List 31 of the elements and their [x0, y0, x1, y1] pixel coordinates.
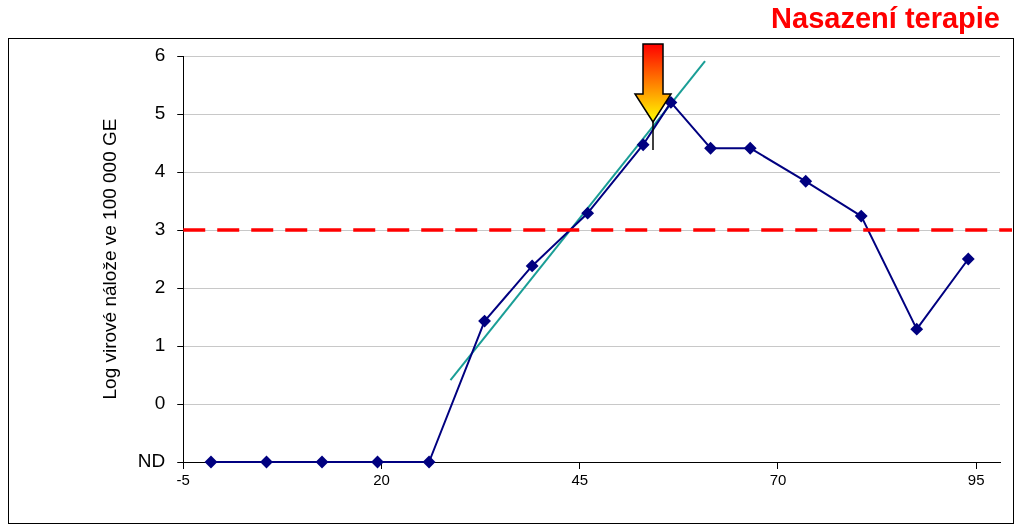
point	[260, 456, 273, 468]
point	[910, 323, 923, 336]
y-tick-label: 2	[154, 276, 166, 298]
text: Nasazení terapie	[771, 2, 1000, 35]
point	[799, 175, 812, 188]
point	[637, 138, 650, 151]
x-tick-label: -5	[176, 471, 190, 489]
point	[581, 207, 594, 220]
x-tick-label: 95	[967, 471, 985, 489]
y-tick-label: 5	[154, 102, 166, 124]
x-tick-label: 20	[373, 471, 390, 489]
point	[316, 456, 329, 468]
y-tick-label: 1	[154, 334, 166, 356]
x-tick-label: 70	[769, 471, 787, 489]
point	[423, 456, 436, 468]
point	[478, 315, 491, 328]
y-axis-title: Log virové nálože ve 100 000 GE	[98, 118, 120, 400]
point	[371, 456, 384, 468]
point	[526, 259, 539, 272]
point	[704, 142, 717, 155]
y-tick-label: 6	[154, 44, 166, 66]
point	[744, 142, 757, 155]
y-tick-label: 3	[154, 218, 166, 240]
point	[205, 456, 217, 468]
y-tick-label: 4	[154, 160, 166, 182]
point	[962, 253, 975, 265]
x-tick-label: 45	[571, 471, 589, 489]
point	[664, 96, 677, 109]
y-tick-label: 0	[154, 392, 166, 414]
point	[855, 210, 868, 223]
y-tick-label: ND	[137, 450, 166, 472]
